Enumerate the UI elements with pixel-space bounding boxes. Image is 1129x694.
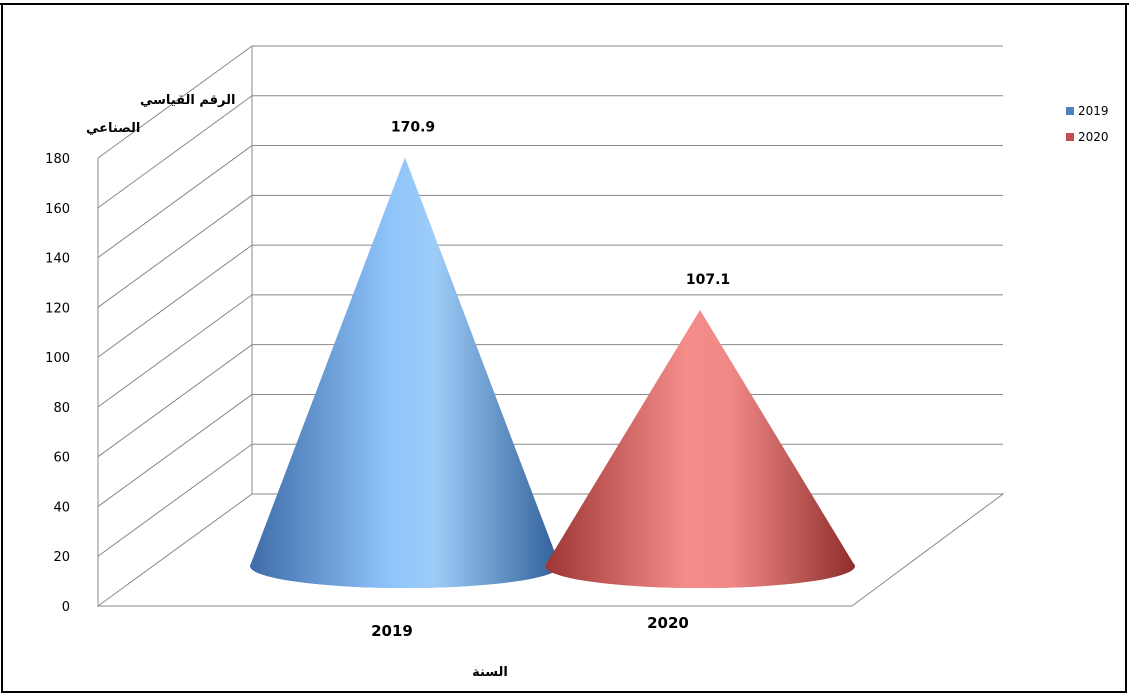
x-axis-label: السنة xyxy=(472,665,508,680)
data-label: 107.1 xyxy=(686,272,730,288)
legend: 2019 2020 xyxy=(1066,104,1109,144)
legend-label-2020: 2020 xyxy=(1078,130,1109,144)
y-axis-label-line1: الرقم القياسي xyxy=(140,93,235,108)
gridline-side-80 xyxy=(97,294,253,408)
y-axis-label-line2: الصناعي xyxy=(86,121,140,136)
gridlines xyxy=(97,45,1003,557)
cones xyxy=(250,157,855,588)
y-tick-label: 100 xyxy=(45,351,70,366)
data-labels: 170.9 107.1 xyxy=(391,119,730,288)
y-tick-label: 80 xyxy=(53,401,70,416)
gridline-side-20 xyxy=(97,443,253,557)
gridline-side-160 xyxy=(97,95,253,209)
cone-body xyxy=(250,157,560,588)
gridline-side-180 xyxy=(97,45,253,159)
gridline-side-60 xyxy=(97,344,253,458)
y-tick-label: 60 xyxy=(53,451,70,466)
floor xyxy=(96,493,1005,607)
cone-2019 xyxy=(250,157,560,588)
legend-swatch-2019 xyxy=(1066,107,1074,115)
y-tick-label: 40 xyxy=(53,500,70,515)
y-tick-label: 120 xyxy=(45,301,70,316)
y-tick-label: 160 xyxy=(45,202,70,217)
legend-label-2019: 2019 xyxy=(1078,104,1109,118)
gridline-side-100 xyxy=(97,244,253,358)
x-tick-label: 2020 xyxy=(647,614,689,632)
y-tick-label: 0 xyxy=(62,600,70,615)
cone-body xyxy=(545,309,855,588)
y-tick-label: 180 xyxy=(45,152,70,167)
x-axis-ticks: 2019 2020 xyxy=(371,614,689,640)
x-tick-label: 2019 xyxy=(371,622,413,640)
gridline-side-140 xyxy=(97,145,253,258)
y-tick-label: 140 xyxy=(45,252,70,267)
cone-2020 xyxy=(545,309,855,588)
gridline-side-40 xyxy=(97,394,253,507)
gridline-side-120 xyxy=(97,194,253,308)
y-tick-label: 20 xyxy=(53,550,70,565)
legend-swatch-2020 xyxy=(1066,133,1074,141)
data-label: 170.9 xyxy=(391,119,435,135)
y-axis-ticks: 0 20 40 60 80 100 120 140 160 180 xyxy=(45,152,70,615)
